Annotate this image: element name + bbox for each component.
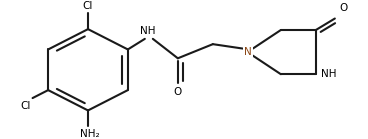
Text: N: N — [244, 47, 252, 57]
Text: NH₂: NH₂ — [80, 129, 100, 139]
Text: O: O — [340, 3, 348, 13]
Text: NH: NH — [140, 26, 156, 36]
Text: Cl: Cl — [83, 1, 93, 11]
Text: O: O — [174, 87, 182, 97]
Text: Cl: Cl — [20, 101, 31, 111]
Text: NH: NH — [321, 69, 336, 79]
